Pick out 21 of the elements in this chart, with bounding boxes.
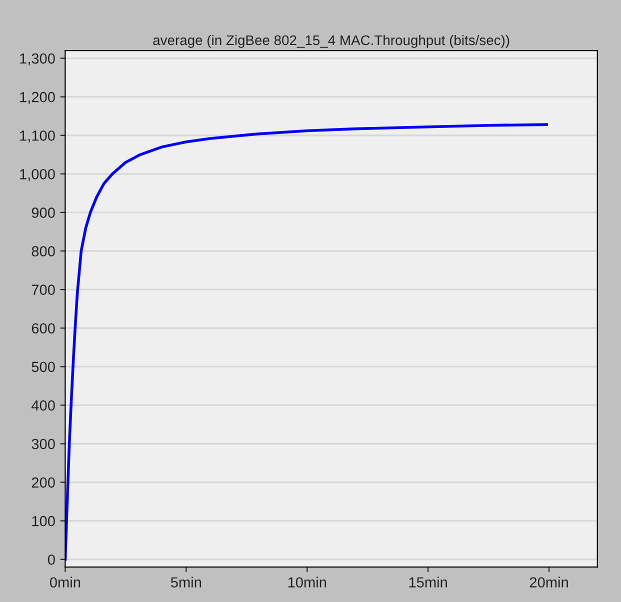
y-tick-label: 400 — [31, 400, 55, 411]
y-tick-label: 700 — [32, 284, 55, 295]
y-tick-label: 600 — [32, 323, 55, 334]
y-tick-label: 1,200 — [20, 92, 55, 104]
y-tick-label: 1,300 — [20, 53, 55, 66]
x-tick-label: 5min — [170, 576, 202, 588]
y-tick-label: 800 — [32, 246, 55, 256]
y-tick-label: 1,100 — [20, 130, 55, 143]
y-tick-label: 100 — [32, 516, 55, 526]
y-tick-label: 500 — [32, 362, 55, 372]
chart-title: average (in ZigBee 802_15_4 MAC.Throughput (bits/sec)) — [153, 34, 510, 48]
y-tick-label: 300 — [32, 438, 55, 450]
x-tick-label: 10min — [288, 576, 326, 588]
x-tick-label: 0min — [50, 576, 80, 588]
x-tick-label: 20min — [530, 576, 568, 588]
y-tick-label: 1,000 — [20, 169, 55, 182]
line-series — [65, 123, 548, 561]
y-tick-label: 0 — [48, 554, 55, 565]
x-tick-label: 15min — [409, 576, 447, 588]
y-tick-label: 200 — [32, 477, 55, 488]
y-tick-label: 900 — [32, 208, 55, 218]
